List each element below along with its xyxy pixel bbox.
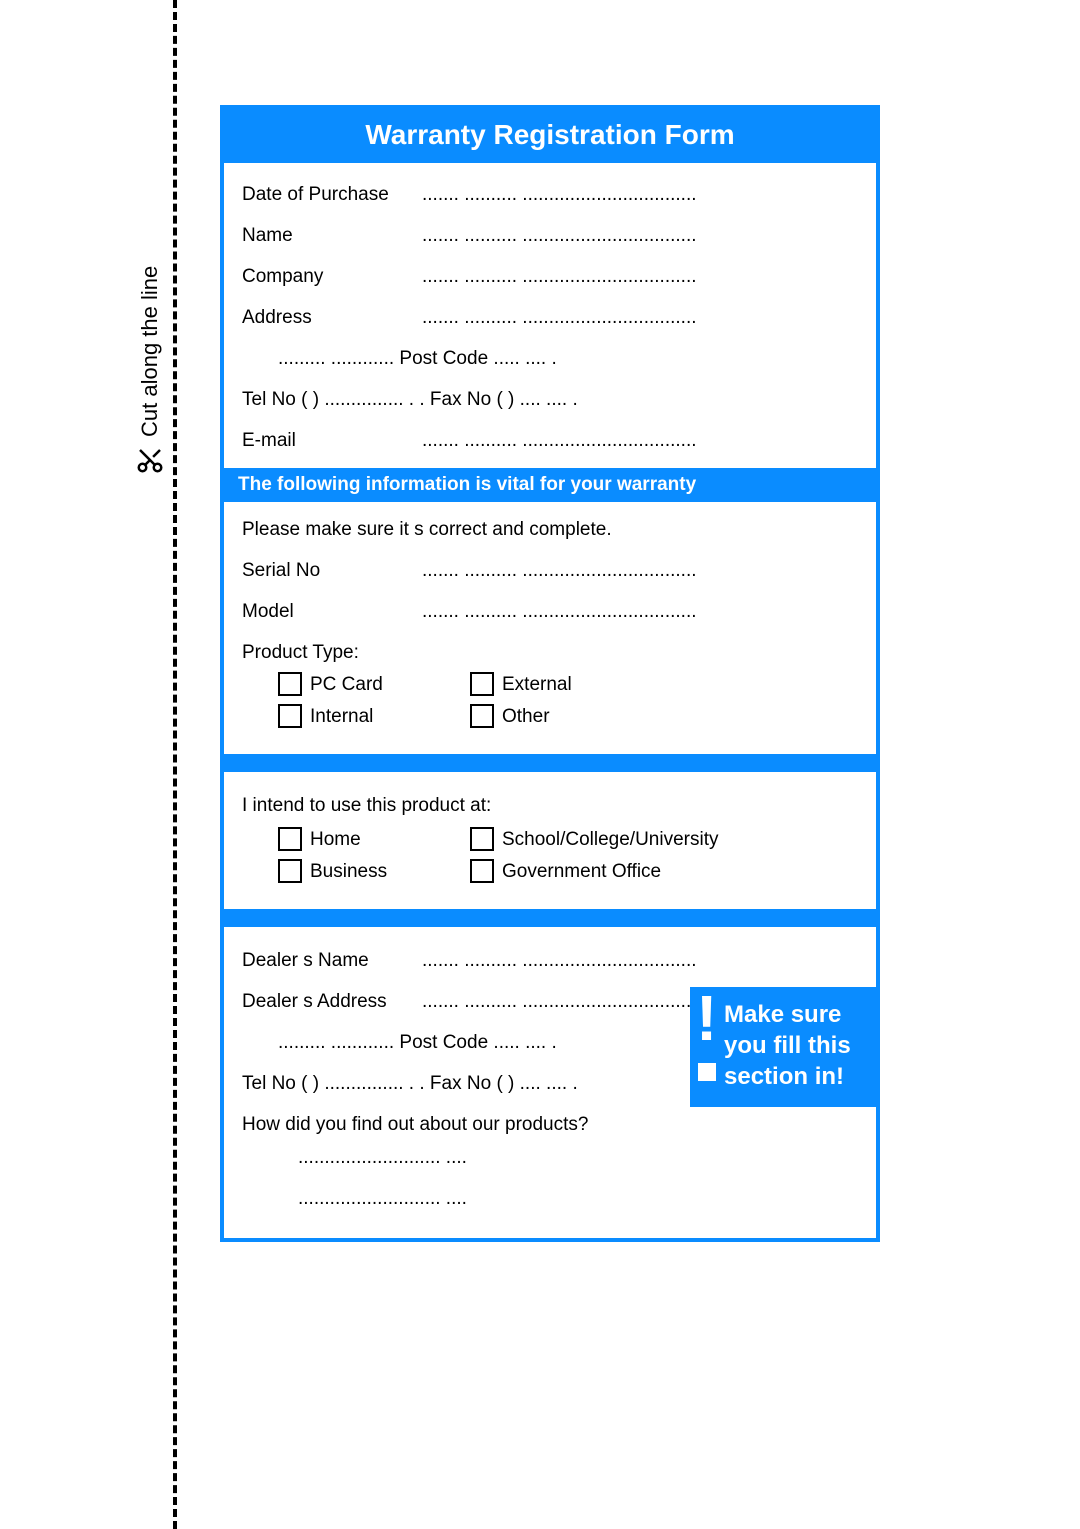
dots[interactable]: ....... .......... .....................… [422, 225, 697, 246]
warranty-form: Warranty Registration Form Date of Purch… [220, 105, 880, 1242]
cut-along-line-label: Cut along the line [135, 266, 165, 475]
callout-make-sure: ! Make sure you fill this section in! [690, 987, 880, 1107]
checkbox-other[interactable]: Other [470, 704, 550, 728]
cut-label-text: Cut along the line [137, 266, 163, 437]
callout-text: Make sure you fill this section in! [724, 999, 868, 1093]
how-dots[interactable]: ........................... .... [298, 1188, 467, 1209]
checkbox-gov[interactable]: Government Office [470, 859, 661, 883]
label-serial: Serial No [242, 561, 422, 580]
dealer-tel-fax-line[interactable]: Tel No ( ) ............... . . Fax No ( … [242, 1073, 578, 1094]
label-how-find: How did you find out about our products? [242, 1115, 858, 1134]
scissors-icon [135, 445, 165, 475]
label-dealer-name: Dealer s Name [242, 951, 422, 970]
label-product-type: Product Type: [242, 643, 858, 662]
dots[interactable]: ....... .......... .....................… [422, 307, 697, 328]
vital-info-heading: The following information is vital for y… [224, 468, 876, 502]
label-name: Name [242, 226, 422, 245]
label-model: Model [242, 602, 422, 621]
form-title: Warranty Registration Form [224, 109, 876, 163]
label-dealer-address: Dealer s Address [242, 992, 422, 1011]
label-intend-use: I intend to use this product at: [242, 796, 858, 815]
label-date-of-purchase: Date of Purchase [242, 185, 422, 204]
label-company: Company [242, 267, 422, 286]
exclaim-icon: ! [696, 991, 715, 1045]
dots[interactable]: ....... .......... .....................… [422, 430, 697, 451]
checkbox-business[interactable]: Business [278, 859, 440, 883]
checkbox-home[interactable]: Home [278, 827, 440, 851]
tel-fax-line[interactable]: Tel No ( ) ............... . . Fax No ( … [242, 389, 578, 410]
cut-line [173, 0, 177, 1529]
section-personal: Date of Purchase....... .......... .....… [224, 163, 876, 468]
section-usage: I intend to use this product at: Home Sc… [224, 772, 876, 909]
dots[interactable]: ....... .......... .....................… [422, 950, 697, 971]
postcode-line[interactable]: ......... ............ Post Code ..... .… [278, 348, 557, 369]
checkbox-pc-card[interactable]: PC Card [278, 672, 440, 696]
divider [224, 754, 876, 772]
label-address: Address [242, 308, 422, 327]
callout-square-icon [698, 1063, 716, 1081]
how-dots[interactable]: ........................... .... [298, 1147, 467, 1168]
checkbox-internal[interactable]: Internal [278, 704, 440, 728]
dealer-postcode-line[interactable]: ......... ............ Post Code ..... .… [278, 1032, 557, 1053]
checkbox-external[interactable]: External [470, 672, 572, 696]
checkbox-school[interactable]: School/College/University [470, 827, 719, 851]
dots[interactable]: ....... .......... .....................… [422, 266, 697, 287]
divider [224, 909, 876, 927]
note-text: Please make sure it s correct and comple… [242, 520, 858, 539]
section-product: Please make sure it s correct and comple… [224, 502, 876, 754]
dots[interactable]: ....... .......... .....................… [422, 560, 697, 581]
dots[interactable]: ....... .......... .....................… [422, 991, 697, 1012]
label-email: E-mail [242, 431, 422, 450]
dots[interactable]: ....... .......... .....................… [422, 601, 697, 622]
dots[interactable]: ....... .......... .....................… [422, 184, 697, 205]
